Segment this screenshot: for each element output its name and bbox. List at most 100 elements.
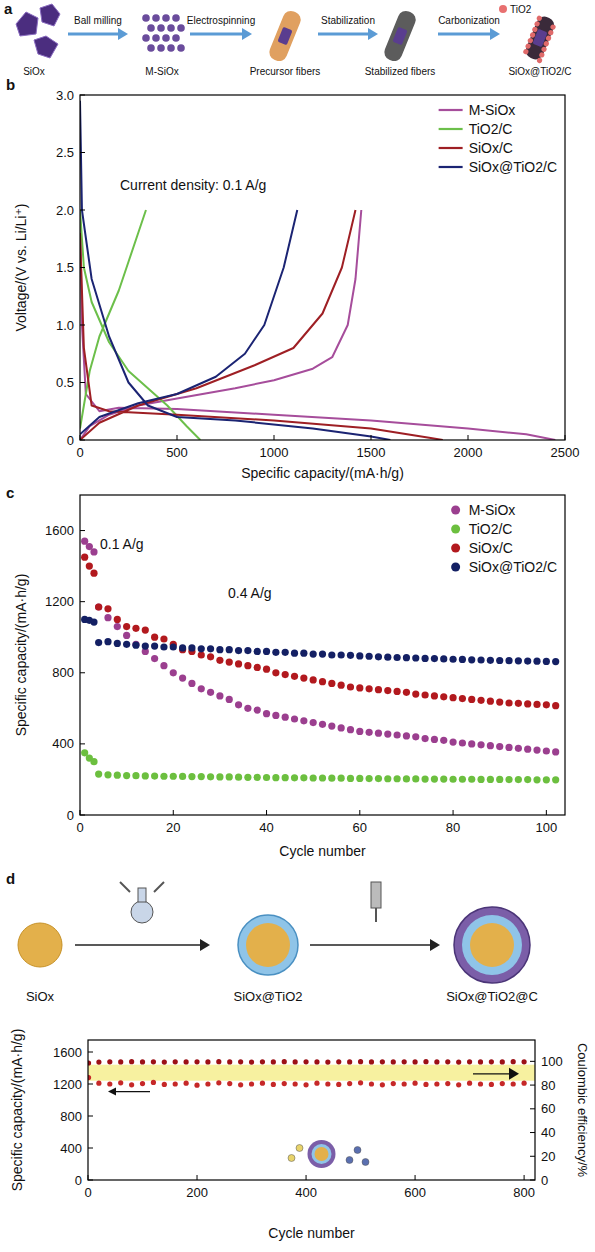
- marker: [423, 1082, 428, 1087]
- step-label: Carbonization: [438, 15, 500, 26]
- marker: [515, 700, 522, 707]
- marker: [291, 715, 298, 722]
- marker: [328, 775, 335, 782]
- inset-ion: [288, 1155, 295, 1162]
- y-tick-label: 0: [75, 1173, 82, 1188]
- marker: [95, 771, 102, 778]
- marker: [431, 736, 438, 743]
- marker: [328, 680, 335, 687]
- marker: [118, 1080, 123, 1085]
- legend-swatch: [451, 506, 460, 515]
- annotation: Current density: 0.1 A/g: [120, 177, 266, 193]
- y2-tick-label: 0: [541, 1173, 548, 1188]
- marker: [403, 689, 410, 696]
- annotation: 0.4 A/g: [228, 585, 272, 601]
- marker: [282, 714, 289, 721]
- x-tick: [306, 1175, 307, 1180]
- chart-0: 0500100015002000250000.51.01.52.02.53.0S…: [6, 76, 579, 481]
- marker: [319, 721, 326, 728]
- x-tick: [546, 810, 547, 815]
- inset-shell: [308, 1140, 336, 1168]
- x-tick-label: 500: [166, 445, 188, 460]
- marker: [384, 687, 391, 694]
- marker: [216, 646, 223, 653]
- marker: [468, 696, 475, 703]
- marker: [216, 657, 223, 664]
- x-tick-label: 0: [76, 820, 83, 835]
- marker: [515, 745, 522, 752]
- marker: [300, 774, 307, 781]
- tio2-dot: [541, 46, 548, 53]
- marker: [487, 698, 494, 705]
- arrow-head: [242, 28, 252, 40]
- marker: [552, 658, 559, 665]
- legend-swatch: [439, 109, 463, 111]
- marker: [170, 643, 177, 650]
- y-tick: [80, 440, 85, 441]
- marker: [521, 1081, 526, 1086]
- marker: [440, 737, 447, 744]
- y2-axis-title: Coulombic efficiency/%: [575, 1043, 590, 1178]
- x-tick-label: 40: [259, 820, 273, 835]
- marker: [132, 641, 139, 648]
- stage-label: SiOx: [26, 989, 55, 1004]
- marker: [198, 651, 205, 658]
- x-tick-label: 800: [513, 1185, 535, 1200]
- needle-tip: [375, 908, 377, 922]
- arrow-head: [118, 28, 128, 40]
- y-axis-title: Specific capacity/(mA·h/g): [9, 1029, 25, 1192]
- marker: [459, 656, 466, 663]
- key-label: TiO2: [510, 4, 532, 15]
- marker: [194, 1059, 199, 1064]
- marker: [487, 776, 494, 783]
- marker: [421, 775, 428, 782]
- diagram-d: dSiOxSiOx@TiO2SiOx@TiO2@C: [6, 870, 538, 1004]
- marker: [552, 776, 559, 783]
- particle: [157, 24, 165, 32]
- y-tick-label: 800: [60, 1109, 82, 1124]
- marker: [421, 655, 428, 662]
- marker: [254, 648, 261, 655]
- marker: [244, 774, 251, 781]
- arrow-shaft: [190, 33, 244, 36]
- marker: [160, 643, 167, 650]
- carbon-shell: [454, 907, 530, 983]
- particle: [147, 44, 155, 52]
- marker: [375, 775, 382, 782]
- marker: [505, 699, 512, 706]
- marker: [319, 651, 326, 658]
- marker: [104, 638, 111, 645]
- panel-letter: c: [6, 484, 14, 501]
- marker: [272, 712, 279, 719]
- marker: [173, 1059, 178, 1064]
- marker: [179, 644, 186, 651]
- marker: [403, 654, 410, 661]
- legend-label: SiOx@TiO2/C: [469, 159, 557, 175]
- marker: [81, 554, 88, 561]
- y-tick-label: 2.5: [56, 145, 74, 160]
- marker: [394, 775, 401, 782]
- stage-label: SiOx@TiO2/C: [508, 66, 571, 77]
- marker: [310, 719, 317, 726]
- fiber: [521, 14, 558, 64]
- marker: [235, 774, 242, 781]
- plot-area: [81, 538, 559, 784]
- x-tick-label: 400: [295, 1185, 317, 1200]
- x-tick: [371, 435, 372, 440]
- marker: [132, 772, 139, 779]
- y-tick: [88, 1116, 93, 1117]
- marker: [162, 1059, 167, 1064]
- marker: [440, 775, 447, 782]
- stage-label: M-SiOx: [145, 66, 178, 77]
- step-label: Electrospinning: [187, 15, 255, 26]
- marker: [347, 652, 354, 659]
- marker: [347, 683, 354, 690]
- marker: [336, 1059, 341, 1064]
- marker: [179, 773, 186, 780]
- marker: [394, 688, 401, 695]
- y-tick: [80, 601, 85, 602]
- marker: [216, 1059, 221, 1064]
- marker: [356, 652, 363, 659]
- y-tick: [80, 743, 85, 744]
- marker: [384, 775, 391, 782]
